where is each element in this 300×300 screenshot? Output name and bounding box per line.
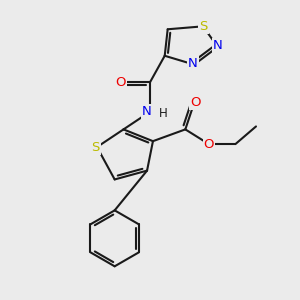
Text: O: O bbox=[204, 138, 214, 151]
Text: N: N bbox=[213, 39, 223, 52]
Text: H: H bbox=[159, 107, 168, 120]
Text: O: O bbox=[115, 76, 126, 89]
Text: S: S bbox=[200, 20, 208, 33]
Text: N: N bbox=[188, 57, 198, 70]
Text: O: O bbox=[190, 96, 201, 110]
Text: N: N bbox=[142, 105, 152, 118]
Text: S: S bbox=[91, 141, 100, 154]
